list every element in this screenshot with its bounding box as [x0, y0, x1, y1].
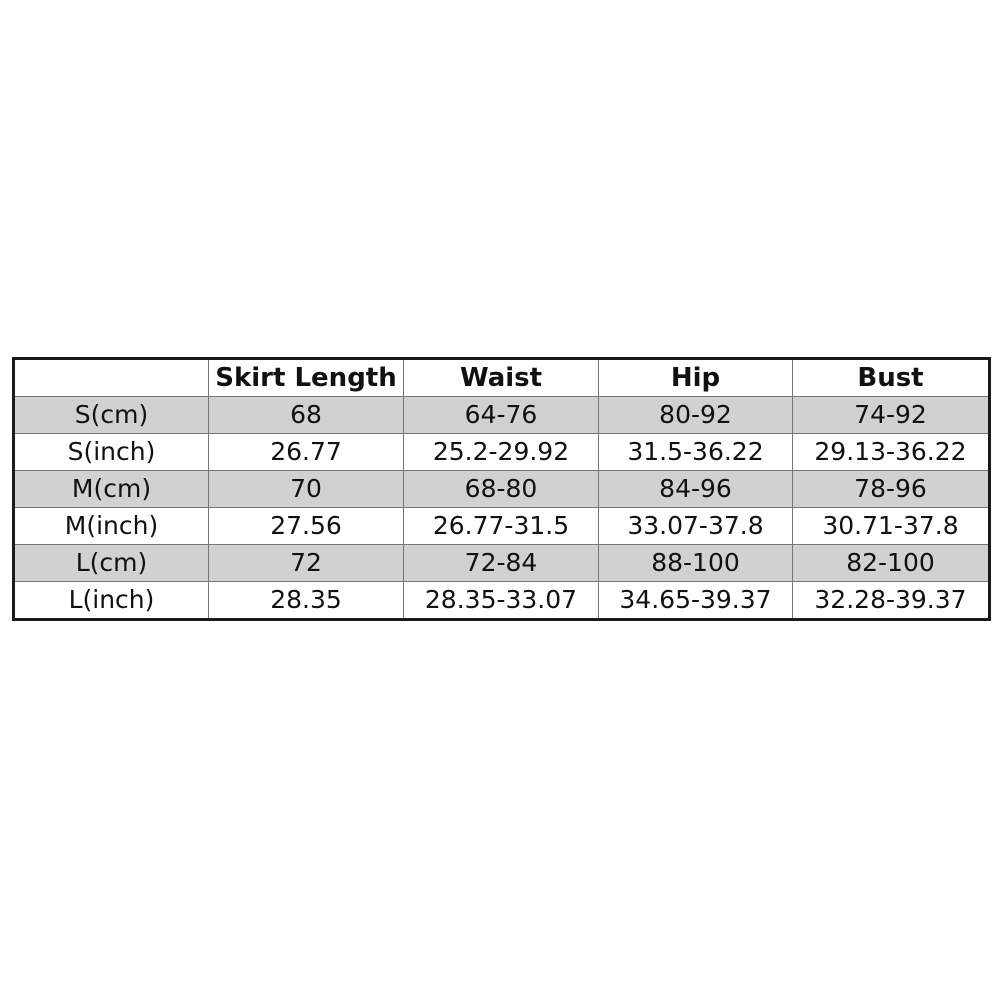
header-cell-waist: Waist — [403, 358, 599, 397]
table-row: L(inch) 28.35 28.35-33.07 34.65-39.37 32… — [13, 581, 990, 620]
cell-size-label: M(inch) — [13, 507, 209, 545]
cell-skirt-length: 28.35 — [208, 581, 404, 620]
cell-skirt-length: 27.56 — [208, 507, 404, 545]
cell-waist: 26.77-31.5 — [403, 507, 599, 545]
cell-bust: 29.13-36.22 — [792, 433, 990, 471]
cell-hip: 88-100 — [598, 544, 793, 582]
header-row: Skirt Length Waist Hip Bust — [13, 358, 990, 397]
cell-bust: 30.71-37.8 — [792, 507, 990, 545]
table-row: S(inch) 26.77 25.2-29.92 31.5-36.22 29.1… — [13, 433, 990, 471]
cell-size-label: M(cm) — [13, 470, 209, 508]
cell-size-label: L(inch) — [13, 581, 209, 620]
cell-bust: 82-100 — [792, 544, 990, 582]
table-row: S(cm) 68 64-76 80-92 74-92 — [13, 396, 990, 434]
cell-waist: 25.2-29.92 — [403, 433, 599, 471]
header-cell-hip: Hip — [598, 358, 793, 397]
cell-hip: 33.07-37.8 — [598, 507, 793, 545]
table-row: M(inch) 27.56 26.77-31.5 33.07-37.8 30.7… — [13, 507, 990, 545]
cell-hip: 31.5-36.22 — [598, 433, 793, 471]
cell-waist: 64-76 — [403, 396, 599, 434]
cell-hip: 34.65-39.37 — [598, 581, 793, 620]
cell-hip: 80-92 — [598, 396, 793, 434]
header-cell-skirt-length: Skirt Length — [208, 358, 404, 397]
table-row: M(cm) 70 68-80 84-96 78-96 — [13, 470, 990, 508]
cell-size-label: L(cm) — [13, 544, 209, 582]
cell-bust: 32.28-39.37 — [792, 581, 990, 620]
header-cell-bust: Bust — [792, 358, 990, 397]
table-header: Skirt Length Waist Hip Bust — [13, 358, 990, 397]
cell-skirt-length: 68 — [208, 396, 404, 434]
cell-waist: 28.35-33.07 — [403, 581, 599, 620]
cell-size-label: S(cm) — [13, 396, 209, 434]
cell-size-label: S(inch) — [13, 433, 209, 471]
cell-waist: 68-80 — [403, 470, 599, 508]
size-chart-table: Skirt Length Waist Hip Bust S(cm) 68 64-… — [12, 357, 991, 621]
cell-skirt-length: 72 — [208, 544, 404, 582]
size-chart-container: Skirt Length Waist Hip Bust S(cm) 68 64-… — [12, 357, 991, 621]
cell-skirt-length: 70 — [208, 470, 404, 508]
cell-hip: 84-96 — [598, 470, 793, 508]
table-body: S(cm) 68 64-76 80-92 74-92 S(inch) 26.77… — [13, 396, 990, 620]
cell-waist: 72-84 — [403, 544, 599, 582]
cell-bust: 78-96 — [792, 470, 990, 508]
table-row: L(cm) 72 72-84 88-100 82-100 — [13, 544, 990, 582]
cell-bust: 74-92 — [792, 396, 990, 434]
cell-skirt-length: 26.77 — [208, 433, 404, 471]
header-cell-size — [13, 358, 209, 397]
